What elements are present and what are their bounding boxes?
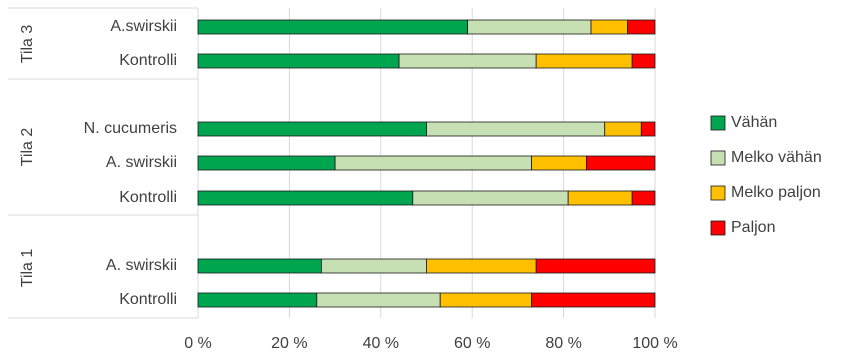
x-tick-label: 20 %: [271, 335, 307, 352]
bars: [197, 19, 656, 308]
bar-segment: [197, 292, 318, 308]
bar-segment: [197, 258, 322, 274]
group-label: Tila 1: [19, 249, 36, 288]
category-labels: A.swirskii Kontrolli N. cucumeris A. swirsk…: [84, 18, 177, 308]
bar-segment: [426, 121, 606, 137]
bar-segment: [640, 121, 656, 137]
bar-segment: [631, 190, 656, 206]
bar-segment: [604, 121, 642, 137]
bar-segment: [197, 155, 336, 171]
bar-segment: [590, 19, 628, 35]
x-tick-label: 0 %: [184, 335, 212, 352]
bar-segment: [535, 258, 656, 274]
legend-label: Vähän: [731, 114, 777, 131]
bar-segment: [627, 19, 656, 35]
bar-segment: [398, 53, 537, 69]
bar-segment: [535, 53, 633, 69]
bar-segment: [197, 19, 469, 35]
legend-label: Paljon: [731, 219, 775, 236]
category-label: A.swirskii: [110, 18, 177, 35]
category-label: Kontrolli: [119, 189, 177, 206]
legend-label: Melko paljon: [731, 184, 821, 201]
legend-swatch: [710, 185, 726, 201]
bar-segment: [586, 155, 656, 171]
bar-segment: [467, 19, 592, 35]
bar-segment: [412, 190, 569, 206]
category-label: N. cucumeris: [84, 120, 177, 137]
group-label: Tila 3: [19, 25, 36, 64]
category-label: Kontrolli: [119, 291, 177, 308]
bar-segment: [197, 121, 427, 137]
bar-segment: [531, 155, 587, 171]
legend-swatch: [710, 115, 726, 131]
bar-segment: [631, 53, 656, 69]
group-labels: Tila 3 Tila 2 Tila 1: [19, 25, 36, 288]
bar-segment: [334, 155, 533, 171]
bar-segment: [320, 258, 427, 274]
x-tick-label: 100 %: [632, 335, 677, 352]
bar-segment: [531, 292, 656, 308]
x-tick-label: 40 %: [363, 335, 399, 352]
bar-segment: [197, 190, 414, 206]
category-label: Kontrolli: [119, 52, 177, 69]
bar-segment: [197, 53, 400, 69]
category-label: A. swirskii: [106, 154, 177, 171]
x-axis-tick-labels: 0 % 20 % 40 % 60 % 80 % 100 %: [184, 335, 677, 352]
x-tick-label: 60 %: [454, 335, 490, 352]
group-label: Tila 2: [19, 128, 36, 167]
x-tick-label: 80 %: [545, 335, 581, 352]
bar-segment: [567, 190, 633, 206]
legend-label: Melko vähän: [731, 149, 822, 166]
bar-segment: [439, 292, 533, 308]
bar-segment: [426, 258, 537, 274]
bar-segment: [316, 292, 441, 308]
category-label: A. swirskii: [106, 257, 177, 274]
legend: Vähän Melko vähän Melko paljon Paljon: [710, 114, 822, 236]
legend-swatch: [710, 150, 726, 166]
legend-swatch: [710, 220, 726, 236]
